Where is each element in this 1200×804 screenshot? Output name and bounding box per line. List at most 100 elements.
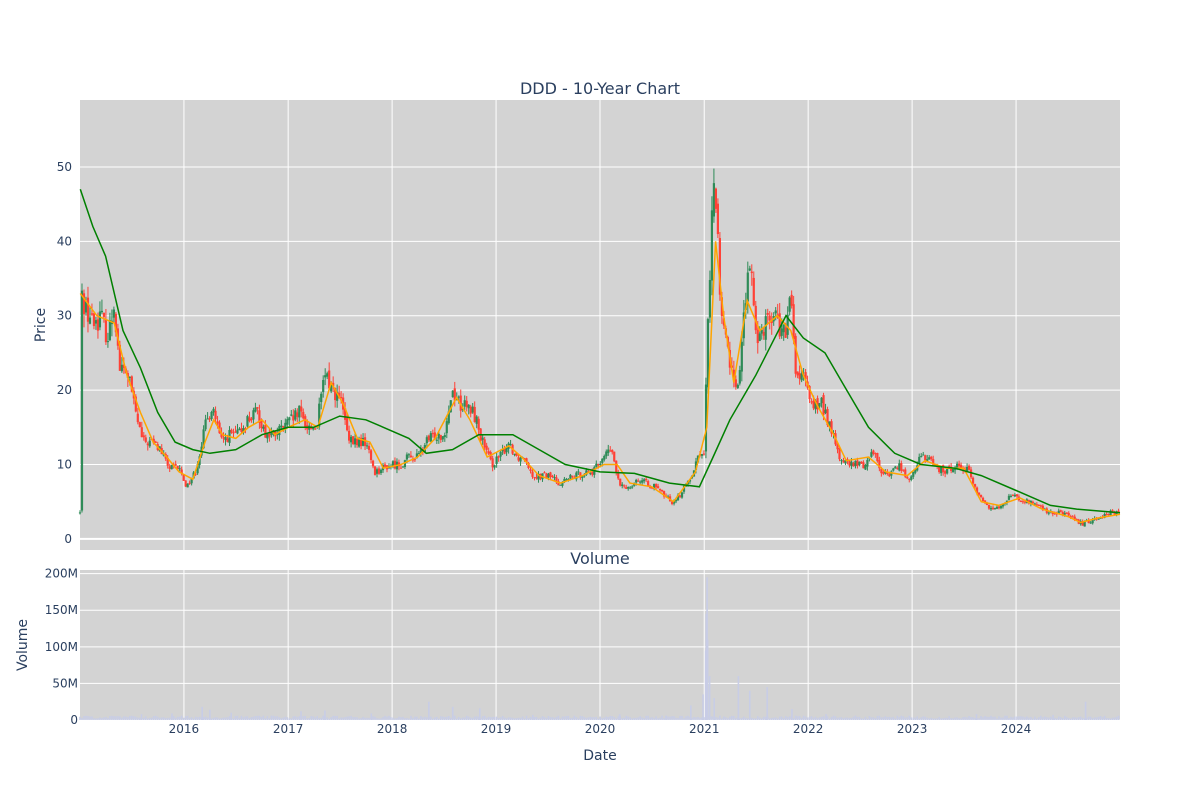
volume-bar [238,717,241,720]
volume-bar [968,716,970,720]
candle-body [894,466,897,469]
candle-body [128,376,131,378]
volume-bar [284,716,287,720]
candle-body [330,385,333,392]
volume-bar [607,717,610,720]
candle-body [981,497,985,502]
volume-bar [565,716,568,720]
volume-bar [942,718,944,720]
volume-bar [386,716,388,720]
candle-body [814,400,817,410]
volume-bar [1044,716,1046,720]
volume-bar-spike [324,710,326,720]
volume-bar [1034,716,1036,720]
volume-bar [186,715,189,720]
candle-body [300,406,303,412]
candle-body [1013,494,1017,497]
candle-body [714,188,718,209]
volume-bar [178,716,181,720]
candle-body [591,471,594,475]
volume-bar-spike [713,698,715,720]
candle-body [230,429,233,433]
candle-body [826,409,829,426]
candle-body [987,504,991,509]
volume-bar [756,716,759,720]
volume-y-tick-label: 150M [45,603,78,617]
volume-bar [936,718,938,720]
candle-body [469,406,472,414]
candle-body [856,460,859,467]
volume-bar [974,718,976,720]
volume-bar [188,717,191,720]
volume-bar [326,717,328,720]
volume-bar [553,717,556,720]
candle-body [373,466,377,475]
candle-body [298,405,301,418]
candle-body [822,395,825,415]
volume-bar [1093,717,1096,720]
candle-body [774,310,777,314]
candle-body [782,324,785,333]
candle-body [860,461,863,464]
volume-bar-spike [209,709,211,720]
candle-body [766,313,769,315]
volume-bar [352,717,354,720]
volume-bar [1071,717,1074,720]
volume-bar-spike [708,676,711,720]
volume-bar [350,715,352,720]
candle-body [419,449,422,454]
volume-bar [579,715,582,720]
candle-body [473,406,476,423]
volume-bar [1018,716,1020,720]
candle-body [451,390,454,398]
volume-bar [547,716,550,720]
candle-body [577,471,580,473]
volume-bar [1115,716,1118,720]
candle-body [828,421,831,427]
candle-body [840,459,843,461]
candle-body [441,436,444,440]
volume-bar [605,716,608,720]
volume-bar [481,716,484,720]
candle-body [280,425,283,428]
volume-bar [1087,716,1090,720]
volume-bar [533,716,536,720]
candle-body [170,464,173,470]
volume-bar [420,716,422,720]
candle-body [1113,511,1116,515]
volume-bar [336,715,338,720]
candle-body [1105,514,1108,516]
volume-bar [521,716,524,720]
candle-body [437,433,440,439]
candle-body [818,403,821,407]
volume-bar [503,717,506,720]
volume-bar [593,717,596,720]
candle-body [565,479,568,481]
volume-bar [162,717,165,720]
volume-bar [218,718,221,720]
volume-bar [432,718,434,720]
volume-bar [246,716,249,720]
candle-body [599,463,602,465]
candle-body [302,411,305,419]
volume-bar [832,715,835,720]
volume-bar [372,716,374,720]
candle-body [1063,512,1066,515]
volume-bar-spike [825,714,827,720]
volume-bar [1069,718,1072,720]
volume-bar [717,717,719,720]
volume-bar [398,716,400,720]
volume-bar [1012,717,1014,720]
price-y-tick-labels: 0 10 20 30 40 50 [57,160,72,546]
volume-bar [511,717,514,720]
volume-bar [1075,717,1078,720]
volume-bar [876,716,879,720]
volume-bar [956,717,958,720]
volume-bar [316,716,319,720]
volume-bar [123,716,125,720]
candle-body [537,473,540,480]
volume-bar [786,717,789,720]
volume-bar [79,716,81,720]
candle-body [770,320,773,324]
